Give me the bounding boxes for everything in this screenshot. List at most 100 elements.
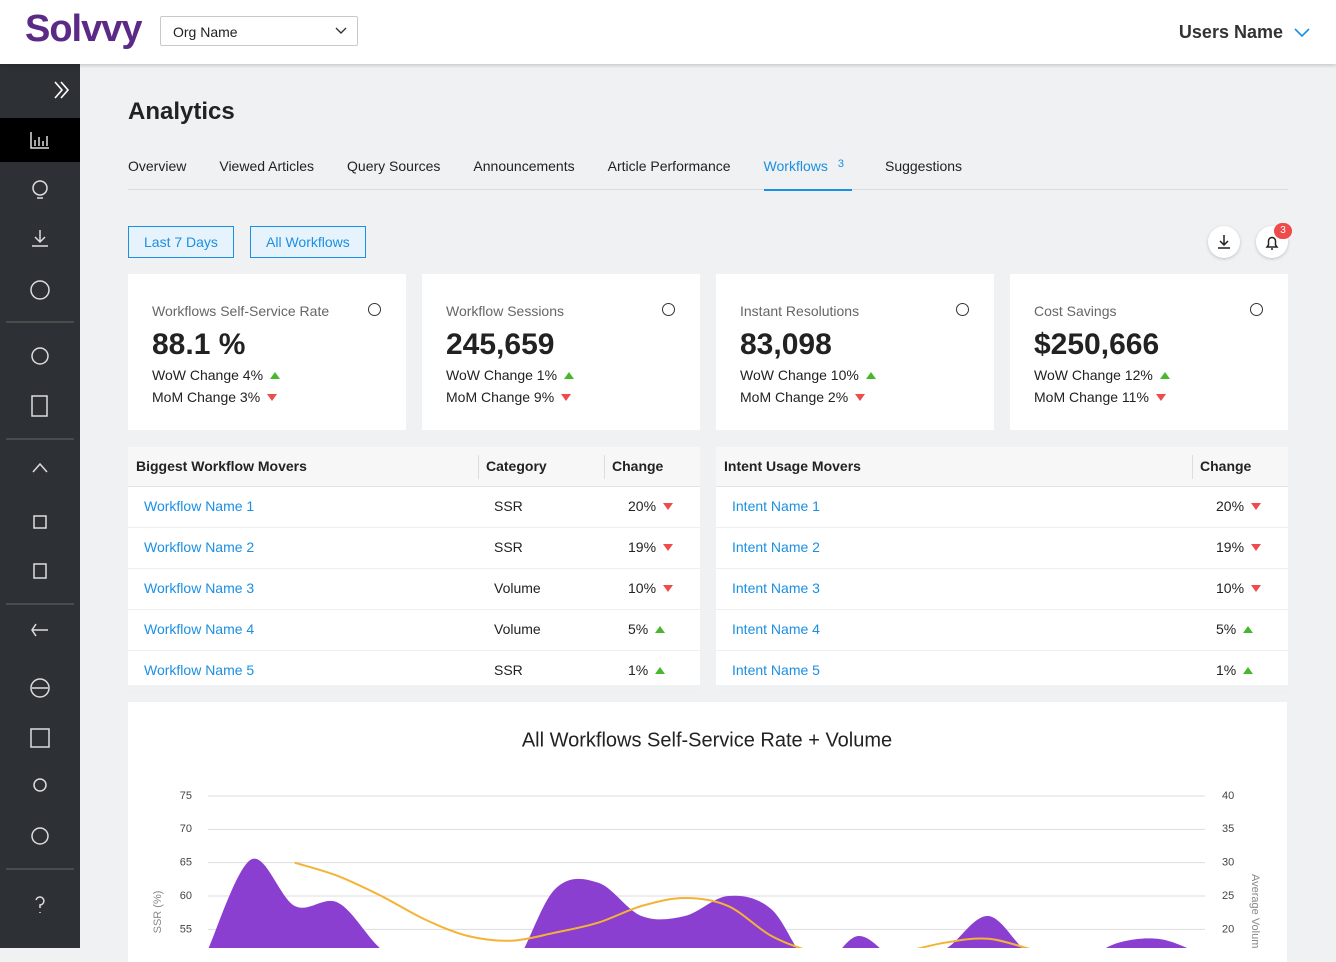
bell-icon <box>1265 236 1279 250</box>
row-cell: 1% <box>628 651 666 690</box>
tab-label: Workflows <box>763 158 828 174</box>
y-tick-label: 55 <box>180 923 192 935</box>
change-arrow <box>267 394 278 401</box>
change-arrow <box>855 394 866 401</box>
info-icon[interactable] <box>662 303 675 316</box>
change-arrow <box>1243 626 1254 633</box>
tab-label: Query Sources <box>347 158 441 174</box>
tab[interactable]: Suggestions <box>885 158 962 189</box>
sidebar-icons <box>0 81 80 913</box>
download-button[interactable] <box>1208 226 1240 258</box>
row-link[interactable]: Intent Name 5 <box>732 651 820 690</box>
tab[interactable]: Overview <box>128 158 186 189</box>
change-text: WoW Change 12% <box>1034 367 1153 383</box>
table-row: Workflow Name 3 Volume 10% <box>128 569 700 610</box>
logo[interactable]: Solvvy <box>25 8 143 50</box>
row-cell: Volume <box>494 569 541 608</box>
y-tick-label: 60 <box>180 890 192 902</box>
change-text: WoW Change 1% <box>446 367 558 383</box>
row-link[interactable]: Workflow Name 2 <box>144 528 254 567</box>
change-arrow <box>655 626 666 633</box>
change-text: MoM Change 3% <box>152 389 261 405</box>
kpi-value: 83,098 <box>740 328 832 361</box>
tab[interactable]: Query Sources <box>347 158 440 189</box>
y2-axis-label: Average Volume <box>1249 874 1261 948</box>
cell-text: Intent Name 5 <box>732 662 820 678</box>
cell-text: 20% <box>1216 498 1245 514</box>
table-row: Intent Name 5 1% <box>716 651 1288 692</box>
table-row: Workflow Name 5 SSR 1% <box>128 651 700 692</box>
tab[interactable]: Workflows 3 <box>763 158 852 191</box>
filter-button[interactable]: All Workflows <box>250 226 366 258</box>
change-arrow <box>1251 585 1262 592</box>
row-cell: 10% <box>1216 569 1262 608</box>
row-cell: 19% <box>1216 528 1262 567</box>
tab-label: Article Performance <box>607 158 731 174</box>
row-cell: 10% <box>628 569 674 608</box>
change-text: WoW Change 4% <box>152 367 264 383</box>
cell-text: 20% <box>628 498 657 514</box>
tab[interactable]: Article Performance <box>608 158 731 189</box>
row-cell: 1% <box>1216 651 1254 690</box>
row-link[interactable]: Workflow Name 5 <box>144 651 254 690</box>
cell-text: 5% <box>628 621 649 637</box>
wow-change: WoW Change 10% <box>740 367 876 383</box>
chart-title: All Workflows Self-Service Rate + Volume <box>522 729 892 751</box>
tab[interactable]: Viewed Articles <box>219 158 314 189</box>
change-arrow <box>1243 667 1254 674</box>
cell-text: 19% <box>628 539 657 555</box>
change-arrow <box>663 585 674 592</box>
chart-card: All Workflows Self-Service Rate + Volume… <box>128 702 1287 962</box>
y-tick-label: 70 <box>180 823 192 835</box>
change-arrow <box>1159 372 1170 379</box>
change-arrow <box>1251 503 1262 510</box>
info-icon[interactable] <box>368 303 381 316</box>
row-link[interactable]: Intent Name 2 <box>732 528 820 567</box>
wow-change: WoW Change 4% <box>152 367 281 383</box>
cell-text: SSR <box>494 498 523 514</box>
change-text: MoM Change 11% <box>1034 389 1149 405</box>
table-header: Intent Usage Movers Change <box>716 447 1288 487</box>
y-axis-label: SSR (%) <box>152 891 164 934</box>
column-header: Category <box>486 458 547 474</box>
tab-badge: 3 <box>837 158 844 170</box>
notification-count: 3 <box>1274 223 1292 239</box>
row-link[interactable]: Workflow Name 4 <box>144 610 254 649</box>
row-cell: 5% <box>1216 610 1254 649</box>
table: Intent Usage Movers Change Intent Name 1 20… <box>716 447 1288 692</box>
row-link[interactable]: Intent Name 3 <box>732 569 820 608</box>
kpi-value: $250,666 <box>1034 328 1160 361</box>
chevron <box>335 27 347 34</box>
row-link[interactable]: Intent Name 1 <box>732 487 820 526</box>
user-menu[interactable]: Users Name <box>1179 22 1310 43</box>
wow-change: WoW Change 1% <box>446 367 575 383</box>
page-title: Analytics <box>128 98 235 125</box>
cell-text: Workflow Name 3 <box>144 580 255 596</box>
info-icon[interactable] <box>956 303 969 316</box>
kpi-card: Workflow Sessions 245,659 WoW Change 1% MoM… <box>422 274 700 430</box>
change-arrow <box>561 394 572 401</box>
cell-text: Intent Name 4 <box>732 621 820 637</box>
column-header: Intent Usage Movers <box>724 458 861 474</box>
filter-button[interactable]: Last 7 Days <box>128 226 234 258</box>
row-link[interactable]: Intent Name 4 <box>732 610 820 649</box>
change-arrow <box>663 503 674 510</box>
cell-text: 1% <box>628 662 649 678</box>
row-link[interactable]: Workflow Name 1 <box>144 487 254 526</box>
kpi-title: Workflow Sessions <box>446 303 565 319</box>
row-cell: 5% <box>628 610 666 649</box>
y2-tick-label: 35 <box>1222 823 1234 835</box>
tab[interactable]: Announcements <box>473 158 574 189</box>
cell-text: 10% <box>1216 580 1245 596</box>
cell-text: Intent Name 2 <box>732 539 820 555</box>
tab-label: Announcements <box>473 158 575 174</box>
row-link[interactable]: Workflow Name 3 <box>144 569 254 608</box>
kpi-value: 88.1 % <box>152 328 246 361</box>
change-arrow <box>655 667 666 674</box>
info-icon[interactable] <box>1250 303 1263 316</box>
kpi-title: Instant Resolutions <box>740 303 860 319</box>
mom-change: MoM Change 3% <box>152 389 278 405</box>
org-select[interactable]: Org Name <box>160 16 358 46</box>
table-row: Intent Name 1 20% <box>716 487 1288 528</box>
table-row: Workflow Name 4 Volume 5% <box>128 610 700 651</box>
